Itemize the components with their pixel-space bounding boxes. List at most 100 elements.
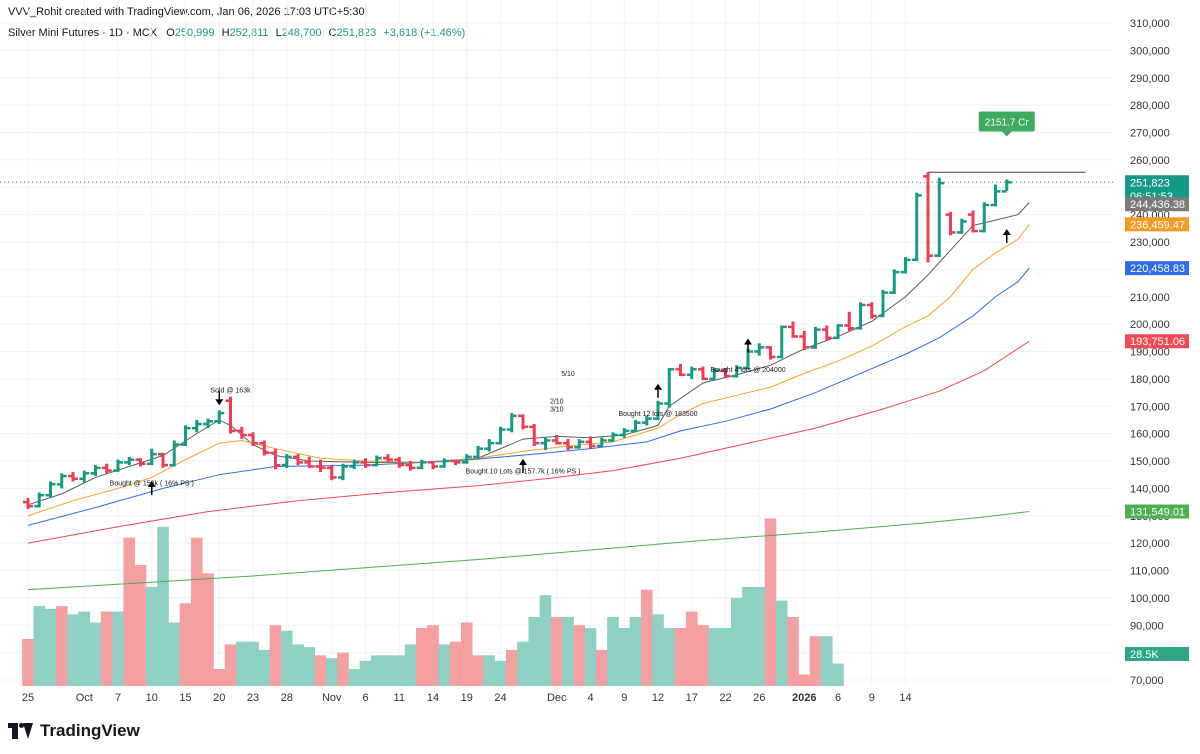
ohlc-bar [338, 463, 348, 481]
ohlc-bar [203, 418, 213, 429]
volume-bar [652, 614, 664, 686]
price-bars [23, 172, 1012, 509]
volume-bar [573, 625, 586, 686]
tradingview-logo-icon [8, 723, 34, 739]
change-value: +3,618 (+1.46%) [383, 27, 466, 39]
y-tick-label: 90,000 [1130, 620, 1164, 632]
moving-averages [27, 202, 1030, 591]
x-tick-label: 6 [362, 692, 368, 704]
volume-bar [348, 669, 361, 686]
x-tick-label: Oct [76, 692, 93, 704]
y-tick-label: 170,000 [1130, 401, 1170, 413]
volume-bar [168, 622, 181, 686]
high-label: H [221, 27, 230, 39]
ohlc-bar [551, 434, 562, 445]
axis-price-tags: 251,82306:51:53244,436.38236,459.47220,4… [1125, 175, 1189, 661]
volume-bar [618, 627, 631, 686]
ohlc-bar [698, 366, 708, 381]
price-tag-box [1125, 217, 1189, 232]
volume-bar [44, 608, 57, 686]
y-tick-label: 70,000 [1130, 675, 1164, 687]
volume-bar [742, 586, 754, 686]
trade-arrows [147, 229, 1011, 495]
ohlc-bar [844, 311, 855, 331]
ohlc-bar [788, 321, 798, 338]
ohlc-bar [900, 257, 911, 274]
ohlc-bar [731, 365, 742, 378]
x-tick-label: 22 [719, 692, 731, 704]
x-tick-label: 2026 [792, 692, 816, 704]
price-tag-text: 131,549.01 [1130, 507, 1185, 519]
volume-bar [123, 537, 136, 686]
ohlc-bar [90, 465, 101, 477]
ohlc-bar [214, 410, 225, 425]
high-value: 252,811 [229, 27, 269, 39]
ohlc-bar [878, 289, 888, 318]
volume-bar [607, 617, 619, 686]
tooltip-text: 2151.7 Cr [985, 118, 1030, 129]
x-tick-label: 14 [899, 692, 911, 704]
ohlc-bar [34, 492, 45, 508]
ohlc-bar [675, 363, 686, 377]
y-tick-label: 230,000 [1130, 237, 1170, 249]
volume-bar [134, 565, 147, 686]
volume-bar [179, 603, 192, 686]
y-tick-label: 310,000 [1130, 18, 1170, 30]
volume-bar [539, 595, 552, 686]
volume-bar [280, 630, 293, 686]
volume-bar [663, 627, 676, 686]
tooltip-box [978, 111, 1035, 132]
volume-bar [393, 655, 406, 686]
ohlc-bar [506, 413, 517, 433]
volume-tooltip: 2151.7 Cr [978, 111, 1035, 137]
ohlc-bar [405, 461, 416, 471]
volume-bar [427, 625, 439, 686]
volume-bar [213, 669, 226, 686]
ohlc-bar [945, 211, 956, 236]
annotations: Sold @ 163k Bought @ 152k ( 16% PS ) Bough… [110, 367, 786, 488]
volume-bar [258, 649, 271, 686]
ohlc-bar [596, 437, 607, 448]
ohlc-bar [495, 426, 506, 445]
ohlc-bar [709, 367, 720, 381]
symbol-title[interactable]: Silver Mini Futures · 1D · MCX [8, 27, 158, 39]
ma-line [27, 224, 1030, 517]
ohlc-bar [810, 326, 821, 349]
volume-bar [303, 647, 316, 686]
ohlc-bar [383, 454, 393, 463]
tooltip-pointer [1001, 131, 1012, 137]
price-tag-box [1125, 261, 1189, 276]
ohlc-bar [799, 330, 810, 351]
volume-bar [562, 617, 574, 686]
volume-bar [247, 641, 259, 686]
ohlc-bar [833, 324, 843, 340]
volume-bar [269, 625, 282, 686]
ohlc-bar [270, 448, 281, 470]
volume-bar [224, 644, 237, 686]
ohlc-bar [979, 202, 990, 233]
price-tag-box [1125, 197, 1189, 212]
x-tick-label: 15 [179, 692, 191, 704]
x-tick-label: 20 [213, 692, 225, 704]
volume-bar [809, 636, 822, 686]
y-tick-label: 110,000 [1130, 566, 1169, 578]
tradingview-logo[interactable]: TradingView [8, 720, 140, 742]
x-tick-label: 23 [247, 692, 259, 704]
volume-bar [697, 625, 709, 686]
ohlc-bar [776, 325, 787, 359]
ohlc-bar [248, 432, 258, 446]
x-tick-label: 9 [621, 692, 627, 704]
volume-bar [325, 658, 338, 686]
volume-bar [157, 526, 169, 686]
ohlc-bar [484, 439, 495, 452]
x-tick-label: 19 [461, 692, 473, 704]
volume-bar [404, 644, 417, 686]
volume-bar [370, 655, 383, 686]
x-tick-label: 25 [22, 692, 34, 704]
volume-bar [460, 622, 473, 686]
volume-bar [415, 627, 428, 686]
ohlc-bar [79, 470, 90, 483]
ohlc-bar [574, 439, 585, 449]
ohlc-bar [281, 454, 292, 468]
